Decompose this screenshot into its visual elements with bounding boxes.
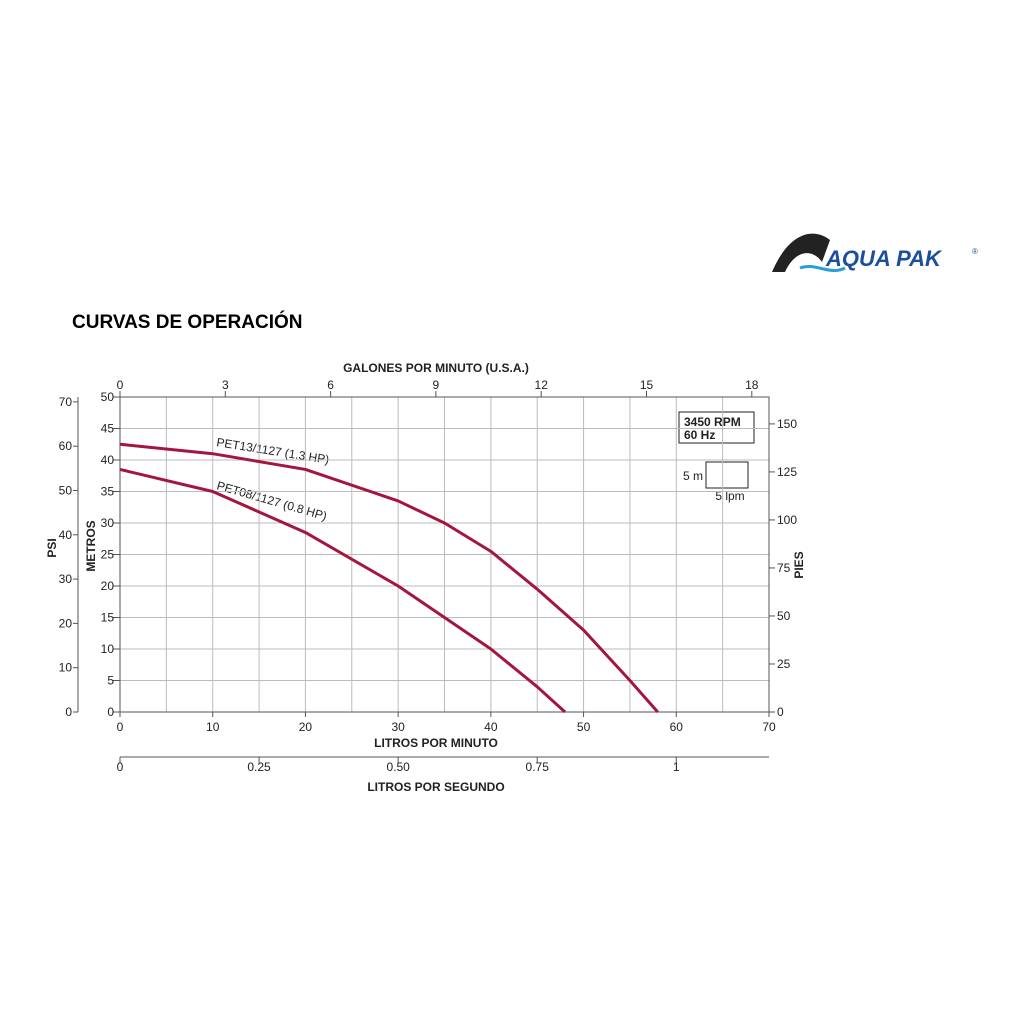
x3-tick-label: 0.75 <box>526 760 550 774</box>
x3-tick-label: 0.50 <box>386 760 410 774</box>
y-title: METROS <box>84 520 98 571</box>
logo-text: AQUA PAK <box>825 246 943 271</box>
y-tick-label: 0 <box>107 705 114 719</box>
x-title: LITROS POR MINUTO <box>374 736 498 750</box>
x2-tick-label: 3 <box>222 378 229 392</box>
logo-swoosh <box>772 233 830 272</box>
x-tick-label: 0 <box>117 720 124 734</box>
y-tick-label: 5 <box>107 674 114 688</box>
y-tick-label: 15 <box>101 611 115 625</box>
page-title: CURVAS DE OPERACIÓN <box>72 311 303 333</box>
scale-box <box>705 461 749 489</box>
x-tick-label: 30 <box>391 720 405 734</box>
x-tick-label: 70 <box>762 720 776 734</box>
pump-curve <box>119 467 567 714</box>
x3-title: LITROS POR SEGUNDO <box>367 780 504 794</box>
y-tick-label: 35 <box>101 485 115 499</box>
x-tick-label: 60 <box>670 720 684 734</box>
y2-tick-label: 0 <box>65 705 72 719</box>
y2-tick-label: 10 <box>59 661 73 675</box>
y3-tick-label: 150 <box>777 417 797 431</box>
x2-title: GALONES POR MINUTO (U.S.A.) <box>343 361 529 375</box>
curve-label: PET13/1127 (1.3 HP) <box>216 435 331 467</box>
y2-tick-label: 20 <box>59 616 73 630</box>
y-tick-label: 50 <box>101 390 115 404</box>
y-tick-label: 10 <box>101 642 115 656</box>
legend-box <box>678 411 755 444</box>
y2-tick-label: 60 <box>59 439 73 453</box>
y3-tick-label: 125 <box>777 465 797 479</box>
y2-tick-label: 50 <box>59 483 73 497</box>
x2-tick-label: 6 <box>327 378 334 392</box>
legend-freq: 60 Hz <box>684 428 715 442</box>
pump-curve <box>119 442 659 713</box>
x2-tick-label: 9 <box>433 378 440 392</box>
y2-title: PSI <box>45 538 59 557</box>
x2-tick-label: 0 <box>117 378 124 392</box>
y3-tick-label: 75 <box>777 561 791 575</box>
y-tick-label: 30 <box>101 516 115 530</box>
x-tick-label: 10 <box>206 720 220 734</box>
y2-tick-label: 70 <box>59 395 73 409</box>
y-tick-label: 25 <box>101 548 115 562</box>
y-tick-label: 20 <box>101 579 115 593</box>
x3-tick-label: 0.25 <box>247 760 271 774</box>
y3-tick-label: 25 <box>777 657 791 671</box>
x3-tick-label: 1 <box>673 760 680 774</box>
x3-tick-label: 0 <box>117 760 124 774</box>
x2-tick-label: 12 <box>535 378 549 392</box>
y3-tick-label: 100 <box>777 513 797 527</box>
x2-tick-label: 18 <box>745 378 759 392</box>
y-tick-label: 40 <box>101 453 115 467</box>
y2-tick-label: 30 <box>59 572 73 586</box>
logo-wave <box>799 265 846 273</box>
scale-y: 5 m <box>683 469 703 483</box>
y3-tick-label: 50 <box>777 609 791 623</box>
x-tick-label: 20 <box>299 720 313 734</box>
x-tick-label: 40 <box>484 720 498 734</box>
y3-tick-label: 0 <box>777 705 784 719</box>
y3-title: PIES <box>792 551 806 578</box>
logo-mark: ® <box>972 247 978 256</box>
x2-tick-label: 15 <box>640 378 654 392</box>
y2-tick-label: 40 <box>59 528 73 542</box>
y-tick-label: 45 <box>101 422 115 436</box>
legend-speed: 3450 RPM <box>684 415 741 429</box>
x-tick-label: 50 <box>577 720 591 734</box>
